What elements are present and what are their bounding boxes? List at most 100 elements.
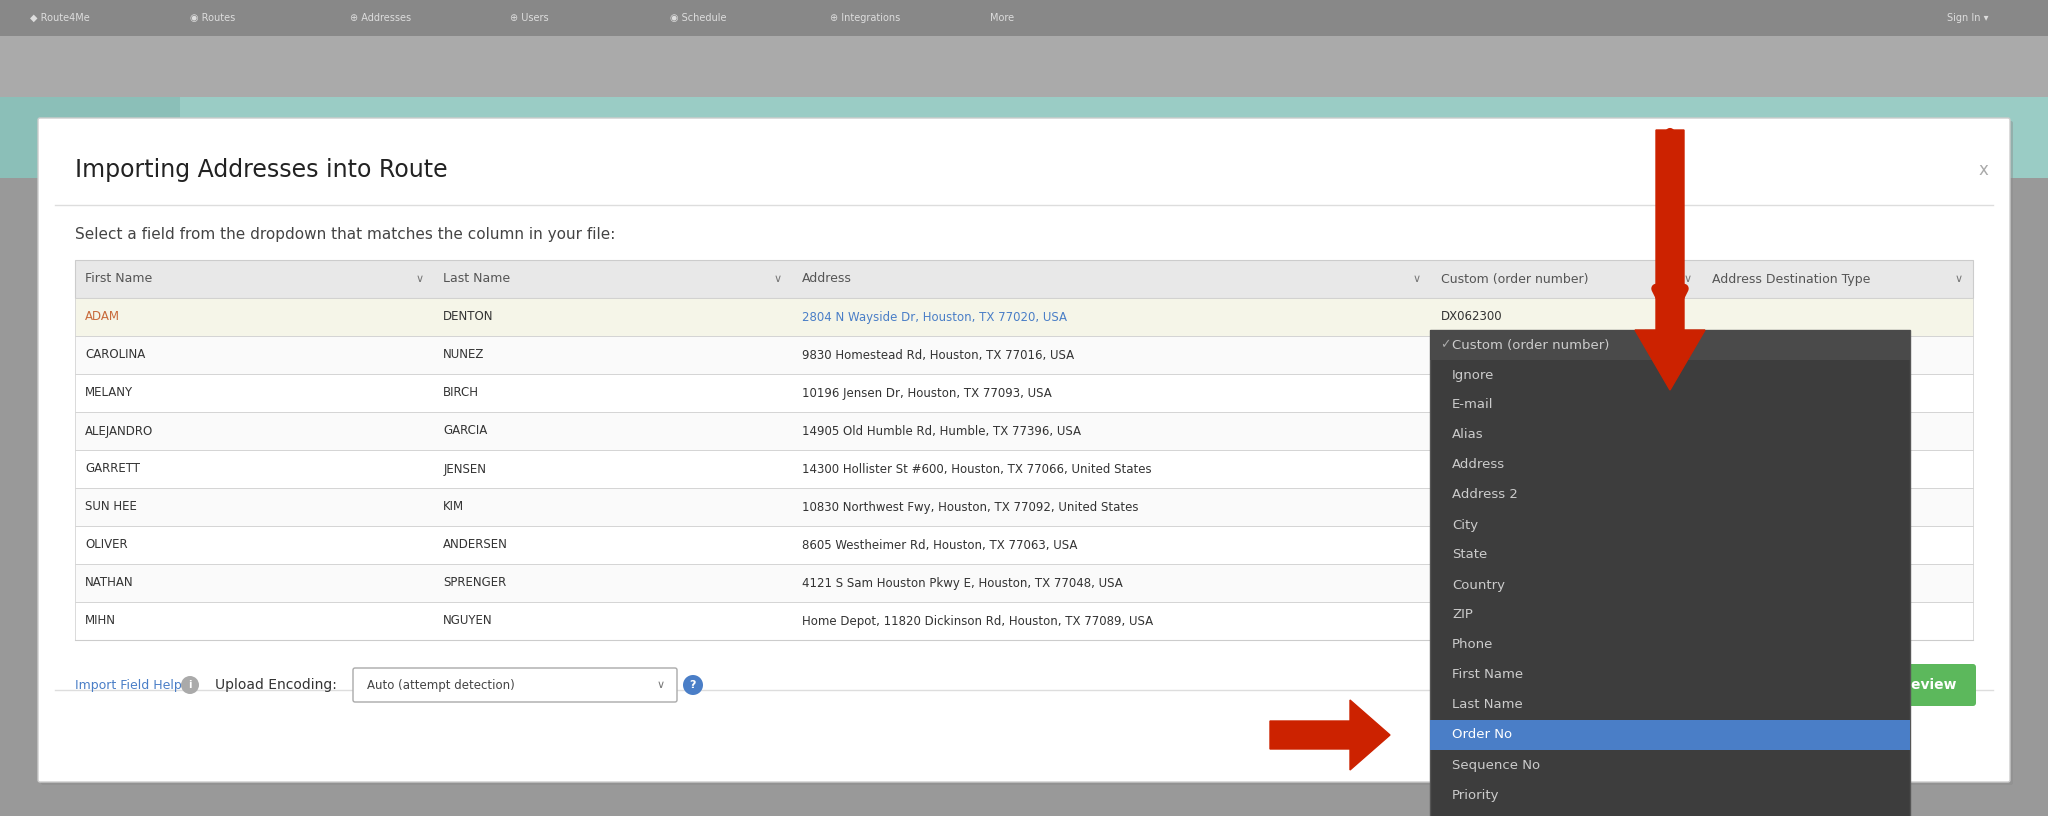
Text: MIHN: MIHN [86, 614, 117, 628]
Text: Address Destination Type: Address Destination Type [1712, 273, 1870, 286]
Text: Upload Encoding:: Upload Encoding: [215, 678, 336, 692]
Text: JB192506: JB192506 [1440, 387, 1497, 400]
Text: Auto (attempt detection): Auto (attempt detection) [367, 678, 514, 691]
Text: Continue to Review: Continue to Review [1804, 678, 1956, 692]
Bar [76, 298, 1972, 336]
Text: More: More [989, 13, 1014, 23]
Circle shape [682, 675, 702, 695]
Text: Address: Address [1452, 459, 1505, 472]
Text: i: i [188, 680, 193, 690]
Text: Importing Addresses into Route: Importing Addresses into Route [76, 158, 449, 182]
Bar [0, 97, 2048, 178]
Text: NUNEZ: NUNEZ [442, 348, 485, 361]
Text: Alias: Alias [1452, 428, 1483, 441]
Text: ◆ Route4Me: ◆ Route4Me [31, 13, 90, 23]
Text: ?: ? [690, 680, 696, 690]
Text: DENTON: DENTON [442, 311, 494, 323]
Text: ∨: ∨ [1683, 274, 1692, 284]
Text: GARCIA: GARCIA [442, 424, 487, 437]
Text: Priority: Priority [1452, 788, 1499, 801]
Text: NATHAN: NATHAN [86, 576, 133, 589]
Bar [0, 0, 2048, 36]
Bar [76, 260, 1972, 298]
Circle shape [180, 676, 199, 694]
Text: 9830 Homestead Rd, Houston, TX 77016, USA: 9830 Homestead Rd, Houston, TX 77016, US… [801, 348, 1073, 361]
Text: Custom (order number): Custom (order number) [1452, 339, 1610, 352]
Text: TD120198: TD120198 [1440, 463, 1501, 476]
FancyBboxPatch shape [1786, 664, 1976, 706]
Text: Address 2: Address 2 [1452, 489, 1518, 502]
Text: x: x [1978, 161, 1989, 179]
Bar [76, 336, 1972, 374]
Text: E-mail: E-mail [1452, 398, 1493, 411]
Text: ZV395167: ZV395167 [1440, 500, 1501, 513]
Text: Sequence No: Sequence No [1452, 759, 1540, 771]
Text: Import Field Help: Import Field Help [76, 678, 182, 691]
Text: ∨: ∨ [1956, 274, 1964, 284]
Text: GARRETT: GARRETT [86, 463, 139, 476]
Text: BIRCH: BIRCH [442, 387, 479, 400]
Text: 8605 Westheimer Rd, Houston, TX 77063, USA: 8605 Westheimer Rd, Houston, TX 77063, U… [801, 539, 1077, 552]
Text: ∨: ∨ [1413, 274, 1421, 284]
Text: Sign In ▾: Sign In ▾ [1948, 13, 1989, 23]
Text: JH629742: JH629742 [1440, 576, 1497, 589]
Text: Phone: Phone [1452, 638, 1493, 651]
FancyBboxPatch shape [41, 121, 2013, 785]
Text: ANDERSEN: ANDERSEN [442, 539, 508, 552]
Text: OLIVER: OLIVER [86, 539, 127, 552]
Text: 4121 S Sam Houston Pkwy E, Houston, TX 77048, USA: 4121 S Sam Houston Pkwy E, Houston, TX 7… [801, 576, 1122, 589]
Text: JENSEN: JENSEN [442, 463, 485, 476]
Text: ⊕ Addresses: ⊕ Addresses [350, 13, 412, 23]
Text: ADAM: ADAM [86, 311, 121, 323]
Text: ALEJANDRO: ALEJANDRO [86, 424, 154, 437]
Text: ⊕ Users: ⊕ Users [510, 13, 549, 23]
Text: ◉ Routes: ◉ Routes [190, 13, 236, 23]
Bar [76, 564, 1972, 602]
Text: Select a field from the dropdown that matches the column in your file:: Select a field from the dropdown that ma… [76, 228, 614, 242]
Text: State: State [1452, 548, 1487, 561]
FancyBboxPatch shape [352, 668, 678, 702]
Text: Order No: Order No [1452, 729, 1511, 742]
FancyArrow shape [1270, 700, 1391, 770]
Text: Custom (order number): Custom (order number) [1440, 273, 1587, 286]
Text: Ignore: Ignore [1452, 369, 1495, 382]
Text: SUN HEE: SUN HEE [86, 500, 137, 513]
Text: 10196 Jensen Dr, Houston, TX 77093, USA: 10196 Jensen Dr, Houston, TX 77093, USA [801, 387, 1051, 400]
Text: ⊕ Integrations: ⊕ Integrations [829, 13, 901, 23]
Text: 14300 Hollister St #600, Houston, TX 77066, United States: 14300 Hollister St #600, Houston, TX 770… [801, 463, 1151, 476]
Text: 10830 Northwest Fwy, Houston, TX 77092, United States: 10830 Northwest Fwy, Houston, TX 77092, … [801, 500, 1139, 513]
Text: MELANY: MELANY [86, 387, 133, 400]
Text: ∨: ∨ [416, 274, 424, 284]
Text: CAROLINA: CAROLINA [86, 348, 145, 361]
FancyBboxPatch shape [39, 118, 2009, 782]
Text: Country: Country [1452, 579, 1505, 592]
Text: NGUYEN: NGUYEN [442, 614, 494, 628]
Text: 2804 N Wayside Dr, Houston, TX 77020, USA: 2804 N Wayside Dr, Houston, TX 77020, US… [801, 311, 1067, 323]
Text: First Name: First Name [86, 273, 152, 286]
Text: GS941836: GS941836 [1440, 539, 1501, 552]
Bar [1430, 720, 1911, 750]
Bar [76, 450, 1972, 488]
Text: Cancel: Cancel [1720, 678, 1763, 691]
Text: ✓: ✓ [1440, 339, 1450, 352]
Text: Address: Address [801, 273, 852, 286]
Bar [0, 36, 2048, 97]
Text: First Name: First Name [1452, 668, 1524, 681]
Bar [76, 412, 1972, 450]
Bar [76, 602, 1972, 640]
Text: PZ243781: PZ243781 [1440, 614, 1501, 628]
Bar [1430, 330, 1911, 816]
Text: 14905 Old Humble Rd, Humble, TX 77396, USA: 14905 Old Humble Rd, Humble, TX 77396, U… [801, 424, 1081, 437]
Bar [76, 488, 1972, 526]
Text: Last Name: Last Name [442, 273, 510, 286]
FancyArrow shape [1634, 130, 1706, 390]
Text: City: City [1452, 518, 1479, 531]
Text: VM111604: VM111604 [1440, 348, 1503, 361]
Bar [180, 97, 2048, 178]
Bar [1430, 330, 1911, 360]
Text: ∨: ∨ [774, 274, 782, 284]
Text: KIM: KIM [442, 500, 465, 513]
Bar [76, 526, 1972, 564]
FancyBboxPatch shape [1702, 664, 1784, 706]
Text: DX062300: DX062300 [1440, 311, 1503, 323]
